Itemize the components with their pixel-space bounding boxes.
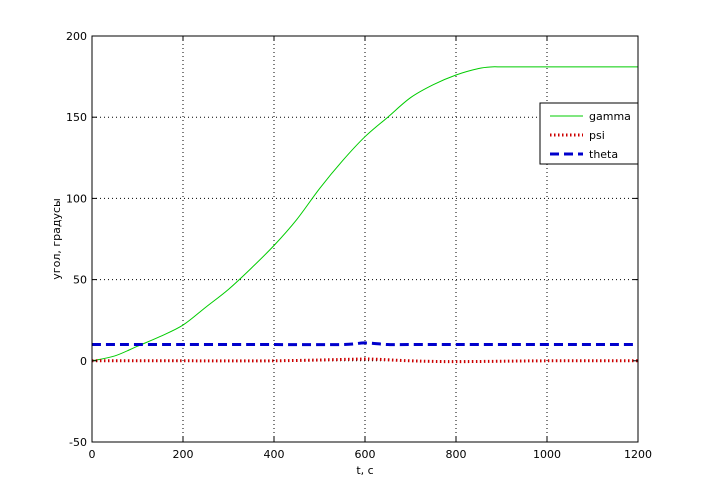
legend-label-psi: psi bbox=[589, 129, 605, 142]
series-line-theta bbox=[91, 341, 638, 347]
x-tick-label: 1200 bbox=[624, 448, 652, 461]
y-tick-label: -50 bbox=[69, 436, 87, 449]
x-tick-label: 600 bbox=[355, 448, 376, 461]
series-line-gamma bbox=[91, 66, 638, 362]
x-tick-label: 1000 bbox=[533, 448, 561, 461]
series-layer bbox=[91, 66, 639, 364]
x-tick-label: 200 bbox=[173, 448, 194, 461]
legend-label-theta: theta bbox=[589, 148, 618, 161]
y-axis-label: угол, градусы bbox=[50, 198, 63, 279]
x-axis-label: t, c bbox=[356, 464, 373, 477]
y-tick-label: 200 bbox=[66, 30, 87, 43]
y-tick-label: 150 bbox=[66, 111, 87, 124]
grid bbox=[92, 36, 638, 442]
y-tick-label: 100 bbox=[66, 192, 87, 205]
x-tick-label: 0 bbox=[89, 448, 96, 461]
series-line-psi bbox=[92, 357, 639, 364]
legend: gamma psi theta bbox=[539, 102, 639, 165]
y-tick-label: 50 bbox=[73, 274, 87, 287]
y-tick-label: 0 bbox=[80, 355, 87, 368]
legend-label-gamma: gamma bbox=[589, 110, 631, 123]
x-tick-label: 800 bbox=[446, 448, 467, 461]
x-tick-label: 400 bbox=[264, 448, 285, 461]
